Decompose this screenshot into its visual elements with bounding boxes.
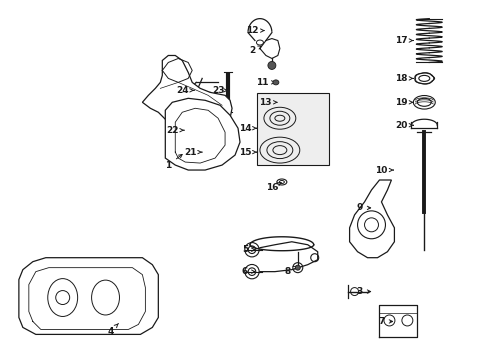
Polygon shape — [19, 258, 158, 334]
Text: 1: 1 — [165, 154, 182, 170]
Text: 23: 23 — [211, 86, 227, 95]
Text: 9: 9 — [356, 203, 370, 212]
Text: 21: 21 — [183, 148, 202, 157]
Polygon shape — [165, 98, 240, 170]
Text: 5: 5 — [242, 245, 254, 254]
Polygon shape — [349, 180, 394, 258]
Text: 20: 20 — [394, 121, 412, 130]
Text: 11: 11 — [255, 78, 274, 87]
Text: 10: 10 — [374, 166, 392, 175]
Text: 6: 6 — [242, 267, 254, 276]
Text: 13: 13 — [258, 98, 277, 107]
Text: 4: 4 — [107, 324, 118, 336]
Text: 8: 8 — [284, 266, 296, 276]
Text: 17: 17 — [394, 36, 412, 45]
Text: 7: 7 — [378, 317, 392, 326]
Circle shape — [267, 62, 275, 69]
Text: 18: 18 — [394, 74, 412, 83]
Circle shape — [295, 265, 300, 270]
Text: 19: 19 — [394, 98, 412, 107]
Bar — [256, 93, 328, 165]
Text: 16: 16 — [265, 183, 281, 193]
Text: 12: 12 — [245, 26, 264, 35]
Text: 15: 15 — [238, 148, 256, 157]
Text: 3: 3 — [356, 287, 370, 296]
Text: 24: 24 — [176, 86, 194, 95]
Text: 22: 22 — [166, 126, 183, 135]
Polygon shape — [142, 55, 232, 132]
Text: 14: 14 — [238, 124, 256, 133]
Text: 2: 2 — [248, 46, 261, 55]
Ellipse shape — [272, 80, 278, 85]
